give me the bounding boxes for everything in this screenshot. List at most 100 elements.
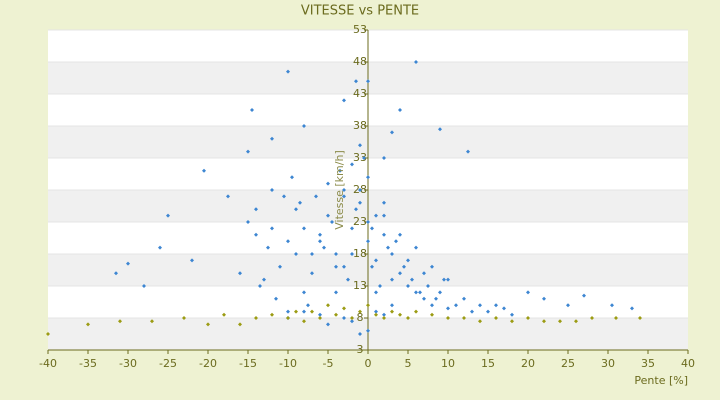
point — [350, 316, 354, 320]
x-tick-label: -35 — [79, 357, 97, 370]
point — [526, 316, 530, 320]
point — [398, 312, 402, 317]
y-tick-label: 13 — [353, 279, 367, 292]
point — [226, 194, 230, 199]
point — [398, 232, 402, 237]
point — [350, 252, 354, 256]
point — [558, 319, 562, 324]
point — [158, 245, 162, 250]
point — [126, 261, 130, 266]
point — [322, 245, 326, 250]
point — [350, 319, 354, 324]
point — [382, 312, 386, 317]
series — [46, 303, 642, 336]
point — [398, 271, 402, 276]
point — [358, 309, 362, 314]
point — [86, 322, 90, 327]
point — [574, 319, 578, 324]
point — [582, 293, 586, 298]
point — [566, 303, 570, 308]
point — [270, 312, 274, 317]
point — [342, 98, 346, 103]
point — [294, 207, 298, 212]
series — [114, 60, 634, 336]
x-axis-label: Pente [%] — [634, 374, 688, 387]
point — [614, 316, 618, 320]
y-tick-label: 8 — [357, 311, 364, 324]
point — [182, 316, 186, 320]
point — [202, 168, 206, 173]
point — [354, 207, 358, 212]
point — [294, 252, 298, 256]
point — [334, 290, 338, 295]
point — [430, 312, 434, 317]
x-tick-label: 30 — [601, 357, 615, 370]
x-tick-label: -20 — [199, 357, 217, 370]
x-tick-label: 40 — [681, 357, 695, 370]
point — [478, 319, 482, 324]
point — [446, 277, 450, 282]
point — [254, 316, 258, 320]
point — [358, 188, 362, 192]
point — [278, 264, 282, 269]
point — [370, 264, 374, 269]
point — [118, 319, 122, 324]
point — [542, 319, 546, 324]
point — [246, 149, 250, 154]
x-tick-label: -30 — [119, 357, 137, 370]
point — [390, 252, 394, 256]
point — [378, 284, 382, 288]
point — [318, 316, 322, 320]
point — [302, 124, 306, 128]
point — [46, 332, 50, 336]
x-tick-label: 10 — [441, 357, 455, 370]
x-tick-label: 25 — [561, 357, 575, 370]
point — [426, 284, 430, 288]
point — [390, 309, 394, 314]
point — [298, 200, 302, 205]
point — [390, 130, 394, 135]
point — [638, 316, 642, 320]
point — [442, 277, 446, 282]
point — [326, 303, 330, 308]
point — [390, 303, 394, 308]
point — [422, 296, 426, 301]
x-tick-label: -15 — [239, 357, 257, 370]
point — [326, 322, 330, 327]
point — [374, 312, 378, 317]
point — [238, 322, 242, 327]
point — [414, 309, 418, 314]
point — [286, 239, 290, 244]
point — [366, 79, 370, 84]
point — [166, 213, 170, 218]
point — [386, 245, 390, 250]
point — [286, 309, 290, 314]
point — [502, 306, 506, 311]
point — [342, 188, 346, 192]
point — [366, 303, 370, 308]
point — [402, 264, 406, 269]
point — [310, 309, 314, 314]
point — [374, 290, 378, 295]
point — [274, 296, 278, 301]
point — [366, 175, 370, 180]
point — [190, 258, 194, 263]
point — [302, 226, 306, 231]
point — [270, 136, 274, 141]
point — [142, 284, 146, 288]
point — [374, 309, 378, 314]
point — [454, 303, 458, 308]
point — [390, 277, 394, 282]
point — [542, 296, 546, 301]
point — [246, 220, 250, 224]
point — [398, 108, 402, 112]
point — [610, 303, 614, 308]
x-tick-label: -25 — [159, 357, 177, 370]
point — [374, 258, 378, 263]
y-tick-label: 33 — [353, 151, 367, 164]
point — [362, 156, 366, 160]
point — [358, 332, 362, 336]
point — [302, 290, 306, 295]
point — [382, 213, 386, 218]
point — [370, 226, 374, 231]
